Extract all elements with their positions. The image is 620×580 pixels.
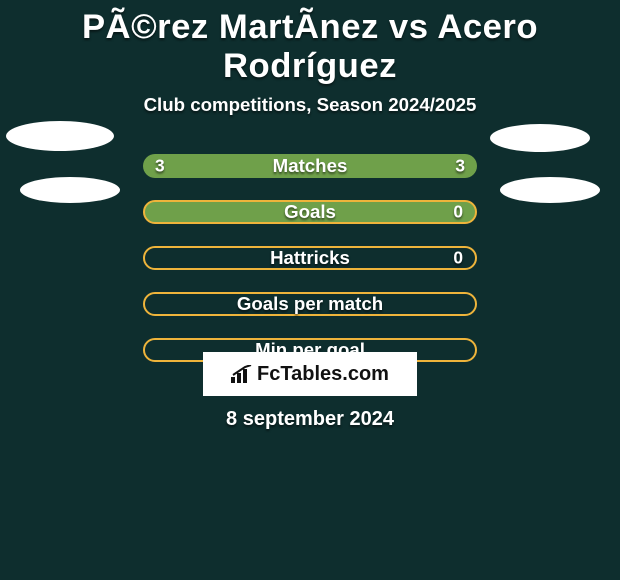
stat-bar: Goals 0 bbox=[143, 200, 477, 224]
decorative-ellipse bbox=[6, 121, 114, 151]
stat-label: Goals bbox=[284, 201, 336, 223]
logo-text: FcTables.com bbox=[257, 363, 389, 386]
chart-icon bbox=[231, 365, 257, 383]
logo-box: FcTables.com bbox=[203, 352, 417, 396]
decorative-ellipse bbox=[500, 177, 600, 203]
page-title: PÃ©rez MartÃ­nez vs Acero Rodríguez bbox=[0, 0, 620, 86]
stat-bar: Hattricks 0 bbox=[143, 246, 477, 270]
stat-bar: Matches 3 3 bbox=[143, 154, 477, 178]
stat-row: Hattricks 0 bbox=[0, 236, 620, 282]
page-subtitle: Club competitions, Season 2024/2025 bbox=[0, 94, 620, 116]
stat-bar: Goals per match bbox=[143, 292, 477, 316]
stat-row: Goals per match bbox=[0, 282, 620, 328]
comparison-card: PÃ©rez MartÃ­nez vs Acero Rodríguez Club… bbox=[0, 0, 620, 580]
footer-date: 8 september 2024 bbox=[226, 408, 394, 431]
stat-label: Matches bbox=[273, 155, 348, 177]
decorative-ellipse bbox=[20, 177, 120, 203]
stat-label: Hattricks bbox=[270, 247, 350, 269]
stat-left-value: 3 bbox=[155, 156, 165, 177]
stat-right-value: 3 bbox=[455, 156, 465, 177]
stat-label: Goals per match bbox=[237, 293, 383, 315]
stat-right-value: 0 bbox=[453, 248, 463, 269]
stat-right-value: 0 bbox=[453, 202, 463, 223]
decorative-ellipse bbox=[490, 124, 590, 152]
